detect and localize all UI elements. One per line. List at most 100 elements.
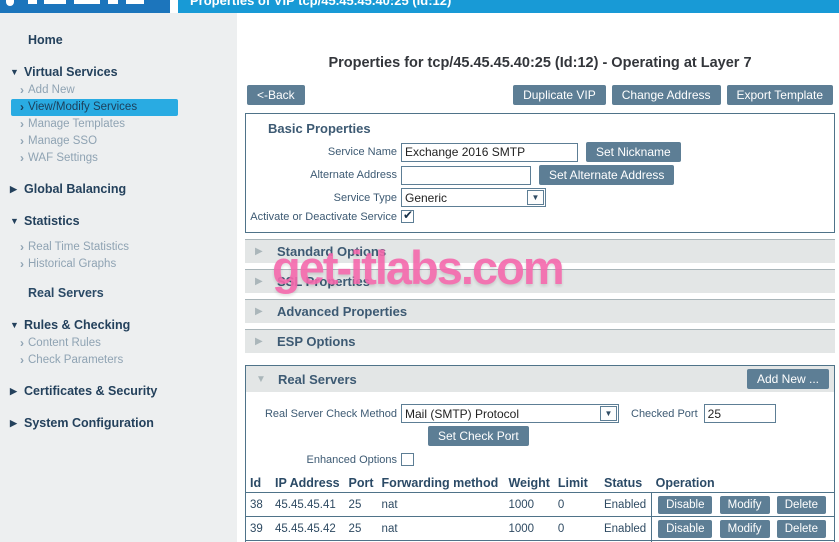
chevron-right-icon: ▶ <box>255 246 263 257</box>
table-row: 40 45.45.45.43 25 nat 1000 0 Enabled Dis… <box>246 540 834 542</box>
sidebar-item-home[interactable]: Home <box>28 33 63 47</box>
chevron-right-icon: ▶ <box>255 306 263 317</box>
set-alternate-address-button[interactable]: Set Alternate Address <box>539 165 675 185</box>
cell-weight: 1000 <box>508 498 535 511</box>
export-template-button[interactable]: Export Template <box>726 85 833 105</box>
chevron-right-icon: › <box>20 83 24 97</box>
section-label: Advanced Properties <box>277 304 408 319</box>
sidebar-item-add-new[interactable]: › Add New <box>0 82 237 99</box>
cell-operation: Disable Modify Delete <box>651 540 834 542</box>
toolbar-right: Duplicate VIP Change Address Export Temp… <box>513 85 833 105</box>
modify-button[interactable]: Modify <box>719 495 770 514</box>
sidebar: Home ▼ Virtual Services › Add New › View… <box>0 13 237 542</box>
service-name-row: Service Name Set Nickname <box>246 142 834 162</box>
real-servers-header[interactable]: ▼ Real Servers Add New ... <box>246 366 834 392</box>
sidebar-item-real-time-statistics[interactable]: › Real Time Statistics <box>0 239 237 256</box>
cell-status: Enabled <box>599 540 652 542</box>
sidebar-group-rules-checking[interactable]: ▼ Rules & Checking <box>0 315 237 335</box>
check-method-select[interactable]: Mail (SMTP) Protocol ▼ <box>401 404 619 423</box>
cell-ip: 45.45.45.41 <box>275 498 336 511</box>
delete-button[interactable]: Delete <box>776 495 826 514</box>
table-header-row: Id IP Address Port Forwarding method Wei… <box>246 474 834 493</box>
activate-service-checkbox[interactable] <box>401 208 414 223</box>
logo-glyph <box>6 0 14 6</box>
cell-method: nat <box>377 540 505 542</box>
add-new-button[interactable]: Add New ... <box>746 369 829 389</box>
basic-properties-title: Basic Properties <box>268 121 371 136</box>
sidebar-item-label: Content Rules <box>28 337 101 349</box>
sidebar-item-waf-settings[interactable]: › WAF Settings <box>0 150 237 167</box>
logo-glyph <box>44 0 66 4</box>
col-port: Port <box>344 474 378 493</box>
service-type-select[interactable]: Generic ▼ <box>401 188 546 207</box>
sidebar-group-label: Global Balancing <box>24 182 127 196</box>
real-servers-title: Real Servers <box>278 371 357 387</box>
sidebar-item-label: Add New <box>28 84 75 96</box>
chevron-right-icon: › <box>20 257 24 271</box>
logo-glyph <box>126 0 144 4</box>
sidebar-group-statistics[interactable]: ▼ Statistics <box>0 211 237 231</box>
sidebar-group-certificates-security[interactable]: ▶ Certificates & Security <box>0 381 237 401</box>
sidebar-group-global-balancing[interactable]: ▶ Global Balancing <box>0 179 237 199</box>
sidebar-group-label: System Configuration <box>24 416 154 430</box>
cell-port: 25 <box>348 498 362 511</box>
toolbar: <-Back Duplicate VIP Change Address Expo… <box>245 85 835 105</box>
activate-row: Activate or Deactivate Service <box>246 208 834 223</box>
section-standard-options[interactable]: ▶ Standard Options <box>245 239 835 263</box>
col-operation: Operation <box>651 474 834 493</box>
sidebar-item-content-rules[interactable]: › Content Rules <box>0 335 237 352</box>
set-check-port-row: Set Check Port <box>246 426 834 446</box>
logo-glyph <box>108 0 118 4</box>
chevron-right-icon: ▶ <box>10 183 17 194</box>
change-address-button[interactable]: Change Address <box>611 85 721 105</box>
disable-button[interactable]: Disable <box>658 519 713 538</box>
section-advanced-properties[interactable]: ▶ Advanced Properties <box>245 299 835 323</box>
delete-button[interactable]: Delete <box>776 519 826 538</box>
enhanced-options-label: Enhanced Options <box>306 453 397 466</box>
modify-button[interactable]: Modify <box>719 519 770 538</box>
alternate-address-input[interactable] <box>401 165 531 185</box>
chevron-down-icon: ▼ <box>10 67 19 77</box>
section-ssl-properties[interactable]: ▶ SSL Properties <box>245 269 835 293</box>
col-weight: Weight <box>504 474 554 493</box>
sidebar-group-label: Virtual Services <box>24 65 118 79</box>
cell-limit: 0 <box>553 540 600 542</box>
sidebar-group-system-configuration[interactable]: ▶ System Configuration <box>0 413 237 433</box>
sidebar-item-check-parameters[interactable]: › Check Parameters <box>0 352 237 369</box>
set-check-port-button[interactable]: Set Check Port <box>428 426 529 446</box>
cell-method: nat <box>377 516 505 541</box>
sidebar-item-real-servers[interactable]: Real Servers <box>28 286 104 300</box>
col-id: Id <box>246 474 271 493</box>
duplicate-vip-button[interactable]: Duplicate VIP <box>513 85 606 105</box>
sidebar-item-manage-sso[interactable]: › Manage SSO <box>0 133 237 150</box>
set-nickname-button[interactable]: Set Nickname <box>586 142 681 162</box>
section-label: ESP Options <box>277 334 356 349</box>
service-type-value: Generic <box>405 190 448 205</box>
cell-port: 25 <box>344 540 378 542</box>
sidebar-item-label: Real Time Statistics <box>28 241 129 253</box>
check-method-row: Real Server Check Method Mail (SMTP) Pro… <box>246 404 834 423</box>
service-type-row: Service Type Generic ▼ <box>246 188 834 207</box>
chevron-right-icon: › <box>20 240 24 254</box>
enhanced-options-checkbox[interactable] <box>401 453 414 466</box>
sidebar-item-view-modify-services[interactable]: › View/Modify Services <box>11 99 178 116</box>
enhanced-options-row: Enhanced Options <box>246 453 834 466</box>
header-title: Properties of VIP tcp/45.45.45.40:25 (Id… <box>190 0 452 8</box>
cell-limit: 0 <box>557 498 565 511</box>
chevron-down-icon: ▼ <box>527 190 544 205</box>
service-name-label: Service Name <box>327 146 397 158</box>
section-esp-options[interactable]: ▶ ESP Options <box>245 329 835 353</box>
sidebar-group-virtual-services[interactable]: ▼ Virtual Services <box>0 62 237 82</box>
sidebar-item-historical-graphs[interactable]: › Historical Graphs <box>0 256 237 273</box>
chevron-right-icon: › <box>20 134 24 148</box>
chevron-right-icon: › <box>20 336 24 350</box>
chevron-right-icon: ▶ <box>255 276 263 287</box>
disable-button[interactable]: Disable <box>658 495 713 514</box>
section-label: SSL Properties <box>277 274 370 289</box>
cell-status: Enabled <box>603 498 647 511</box>
back-button[interactable]: <-Back <box>247 85 305 105</box>
service-name-input[interactable] <box>401 142 578 162</box>
checked-port-input[interactable] <box>703 404 776 423</box>
cell-id: 39 <box>246 516 271 541</box>
sidebar-item-manage-templates[interactable]: › Manage Templates <box>0 116 237 133</box>
